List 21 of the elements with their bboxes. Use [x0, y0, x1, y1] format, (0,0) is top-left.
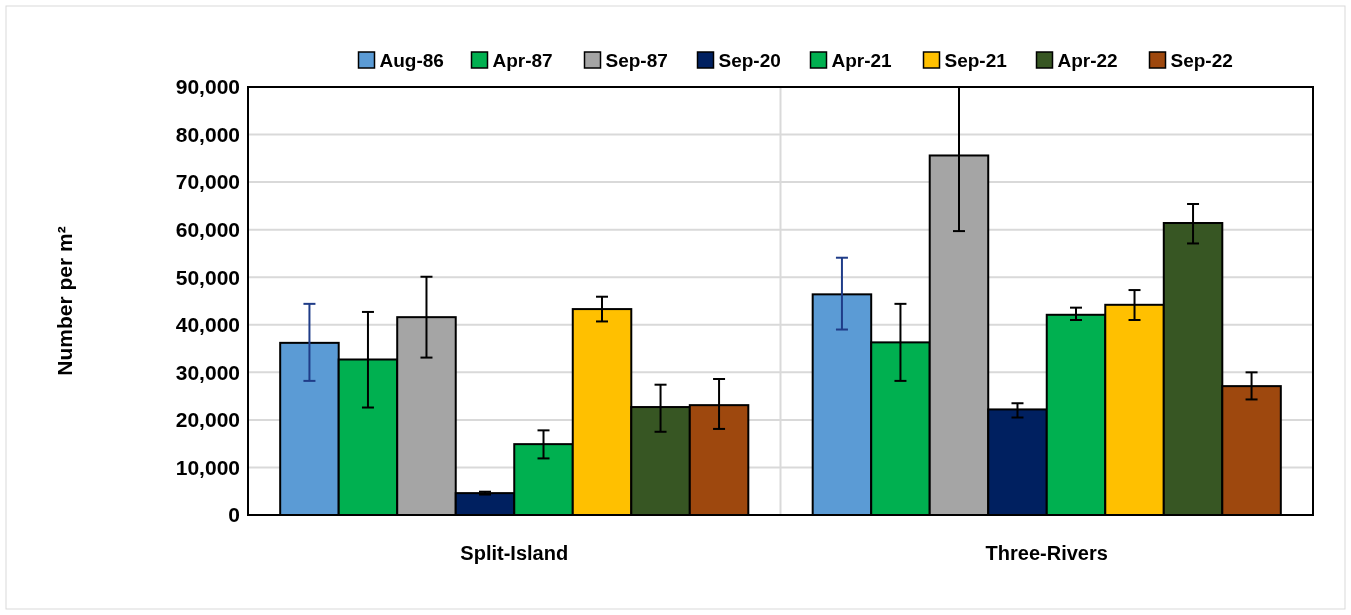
legend-label: Sep-20	[718, 49, 781, 71]
legend-label: Sep-21	[944, 49, 1008, 71]
y-tick-label: 50,000	[175, 265, 240, 289]
y-tick-label: 70,000	[175, 170, 240, 194]
y-tick-label: 10,000	[175, 455, 240, 479]
y-tick-label: 90,000	[175, 75, 240, 99]
y-tick-label: 80,000	[175, 122, 240, 146]
y-tick-label: 0	[228, 503, 240, 527]
y-axis-title: Number per m²	[53, 226, 76, 376]
y-tick-label: 20,000	[175, 408, 240, 432]
legend-label: Sep-87	[605, 49, 668, 71]
legend-label: Apr-87	[492, 49, 553, 71]
x-tick-label: Three-Rivers	[985, 542, 1108, 564]
y-tick-label: 40,000	[175, 313, 240, 337]
y-tick-label: 60,000	[175, 218, 240, 242]
legend-label: Apr-22	[1057, 49, 1118, 71]
x-tick-label: Split-Island	[460, 542, 569, 564]
legend-label: Sep-22	[1170, 49, 1233, 71]
legend-label: Aug-86	[379, 49, 444, 71]
y-tick-label: 30,000	[175, 360, 240, 384]
legend-label: Apr-21	[831, 49, 893, 71]
